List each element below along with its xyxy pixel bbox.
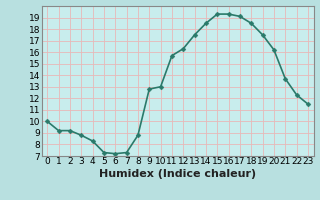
X-axis label: Humidex (Indice chaleur): Humidex (Indice chaleur)	[99, 169, 256, 179]
